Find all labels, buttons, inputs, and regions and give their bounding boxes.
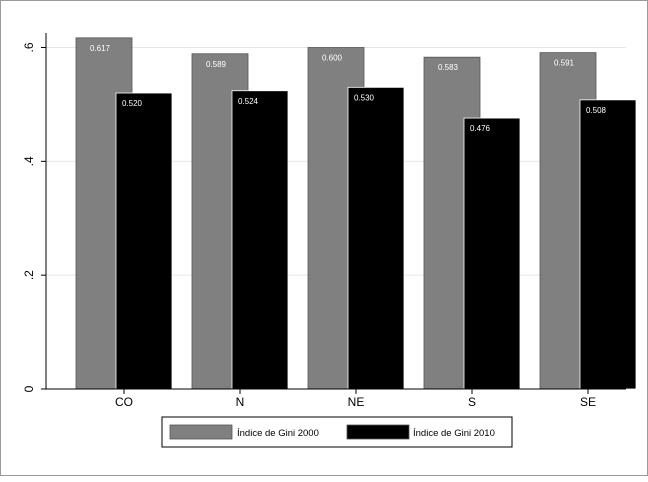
- axes: 0 .2 .4 .6 CO N NE S SE: [22, 33, 626, 409]
- x-tick-label: S: [468, 395, 476, 409]
- data-label-gini-2010: 0.508: [586, 106, 607, 115]
- data-label-gini-2010: 0.530: [354, 93, 375, 102]
- data-label-gini-2000: 0.600: [322, 54, 343, 63]
- legend-label: Índice de Gini 2000: [237, 428, 319, 439]
- data-label-gini-2000: 0.591: [554, 59, 575, 68]
- data-label-gini-2000: 0.589: [206, 60, 227, 69]
- bar-gini-2010: [231, 90, 289, 390]
- y-tick-label: .6: [22, 42, 36, 52]
- bars-group: 0.617 0.520 0.589 0.524 0.600 0.530 0.583 0.476…: [75, 37, 637, 390]
- y-tick-label: 0: [22, 385, 36, 392]
- bar-gini-2010: [115, 92, 173, 390]
- data-label-gini-2010: 0.524: [238, 97, 259, 106]
- x-tick-label: CO: [115, 395, 133, 409]
- x-tick-label: SE: [580, 395, 596, 409]
- bar-gini-2010: [347, 86, 405, 390]
- legend-label: Índice de Gini 2010: [413, 428, 495, 439]
- x-tick-label: N: [236, 395, 245, 409]
- data-label-gini-2000: 0.583: [438, 63, 459, 72]
- legend-swatch: [169, 424, 233, 440]
- legend: Índice de Gini 2000 Índice de Gini 2010: [161, 416, 513, 448]
- data-label-gini-2010: 0.520: [122, 99, 143, 108]
- legend-swatch: [346, 424, 410, 440]
- bar-gini-2010: [463, 117, 521, 390]
- y-tick-label: .4: [22, 156, 36, 166]
- y-tick-label: .2: [22, 270, 36, 280]
- bar-gini-2010: [579, 99, 637, 390]
- x-tick-label: NE: [348, 395, 365, 409]
- data-label-gini-2010: 0.476: [470, 124, 491, 133]
- data-label-gini-2000: 0.617: [90, 44, 111, 53]
